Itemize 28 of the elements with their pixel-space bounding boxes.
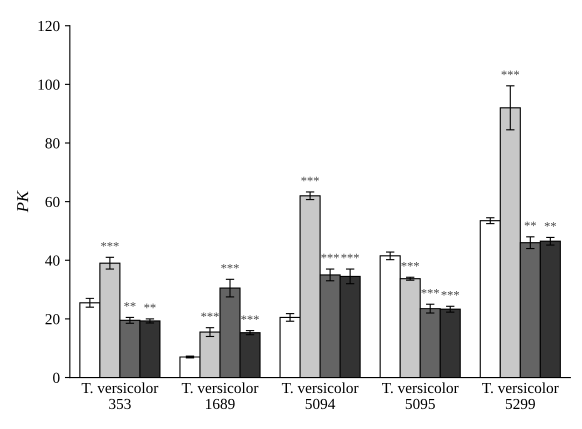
data-label: *** <box>421 288 439 294</box>
y-tick-label: 40 <box>45 255 60 266</box>
x-tick-label: T. versicolor 5299 <box>482 382 559 410</box>
data-label: *** <box>241 315 259 320</box>
y-tick-label: 120 <box>38 20 60 32</box>
data-label: *** <box>502 70 520 76</box>
data-label: *** <box>441 291 460 296</box>
data-label: *** <box>401 262 419 267</box>
data-label: *** <box>101 242 119 247</box>
data-label: *** <box>341 254 359 258</box>
y-tick-label: 60 <box>45 196 60 208</box>
y-tick-label: 80 <box>45 138 60 148</box>
data-label: ** <box>524 222 536 226</box>
data-label: ** <box>144 304 156 308</box>
x-tick-label: T. versicolor 353 <box>82 382 158 410</box>
data-label: ** <box>124 302 136 307</box>
y-tick-label: 100 <box>38 80 60 90</box>
data-label: *** <box>301 176 319 182</box>
data-label: *** <box>221 264 239 269</box>
x-tick-label: T. versicolor 5094 <box>282 382 358 410</box>
y-axis-title: PK <box>17 190 28 212</box>
data-label: *** <box>201 312 219 318</box>
x-tick-label: T. versicolor 1689 <box>182 382 258 410</box>
y-tick-label: 20 <box>46 314 60 324</box>
x-tick-label: T. versicolor 5095 <box>382 382 459 410</box>
y-tick-label: 0 <box>53 372 60 383</box>
data-label: ** <box>544 222 556 227</box>
data-label: *** <box>321 254 339 258</box>
